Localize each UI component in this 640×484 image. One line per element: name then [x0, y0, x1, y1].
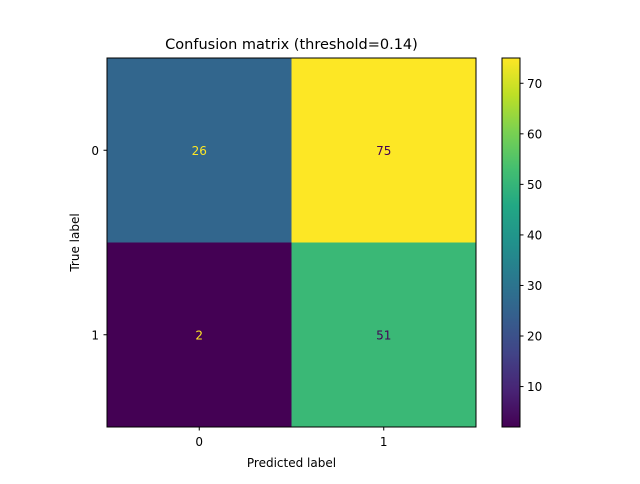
matrix-cell — [291, 242, 477, 428]
matrix-cell — [107, 242, 292, 428]
y-axis-label: True label — [68, 213, 82, 272]
colorbar-tick-label: 60 — [527, 127, 542, 141]
cell-value: 26 — [192, 144, 207, 158]
plot-frame — [106, 57, 477, 428]
matrix-cell — [291, 58, 477, 243]
y-tick-label: 0 — [91, 144, 99, 158]
colorbar-tick-label: 50 — [527, 178, 542, 192]
cell-value: 51 — [376, 328, 391, 342]
x-axis-label: Predicted label — [247, 456, 336, 470]
colorbar-tick-label: 10 — [527, 380, 542, 394]
colorbar-tick-label: 30 — [527, 279, 542, 293]
x-tick-label: 0 — [195, 435, 203, 449]
colorbar — [501, 57, 521, 428]
cell-value: 2 — [195, 328, 203, 342]
y-tick-label: 1 — [91, 328, 99, 342]
colorbar-tick-label: 70 — [527, 77, 542, 91]
colorbar-tick-label: 40 — [527, 228, 542, 242]
x-tick-label: 1 — [380, 435, 388, 449]
colorbar-tick-label: 20 — [527, 330, 542, 344]
cell-value: 75 — [376, 144, 391, 158]
matrix-cell — [107, 58, 292, 243]
chart-title: Confusion matrix (threshold=0.14) — [165, 37, 418, 53]
